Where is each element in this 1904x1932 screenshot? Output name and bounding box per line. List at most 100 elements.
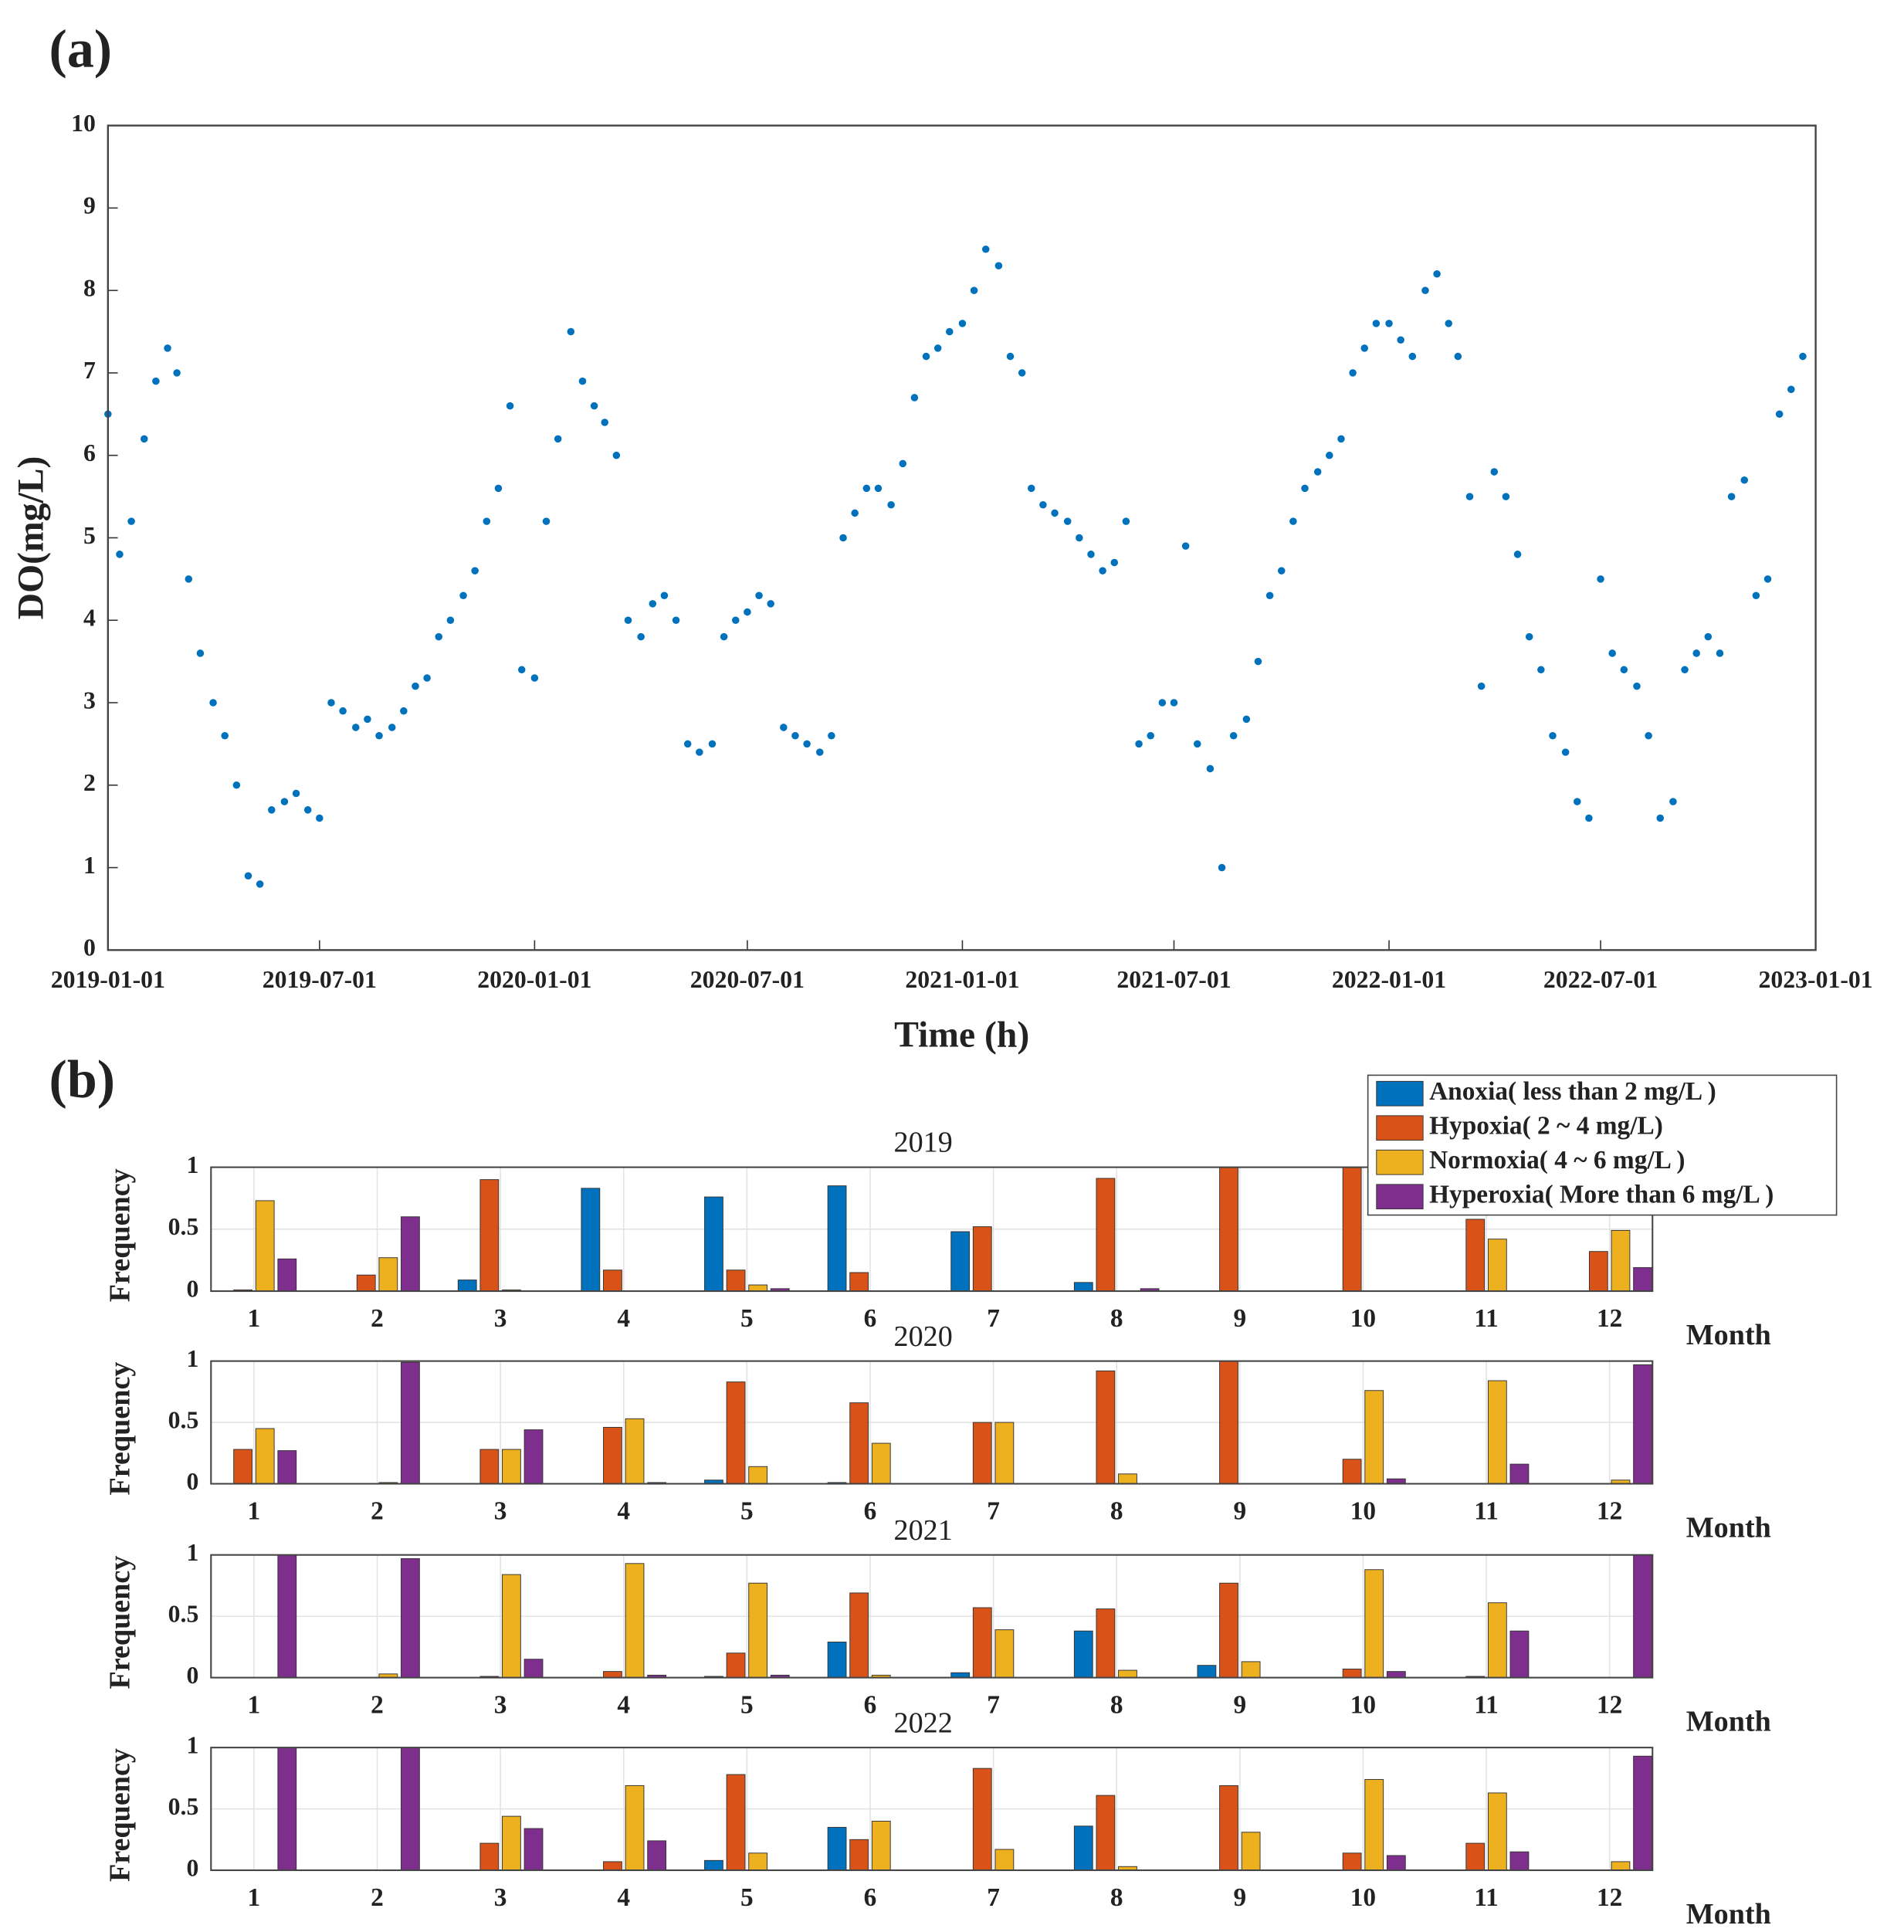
data-point: [767, 600, 774, 608]
bar: [581, 1188, 601, 1292]
data-point: [1313, 468, 1322, 476]
bar: [1073, 1630, 1093, 1679]
x-tick-label: 3: [494, 1690, 507, 1719]
bar: [603, 1671, 622, 1679]
bar: [1633, 1364, 1652, 1484]
data-point: [578, 377, 587, 385]
bar: [1487, 1239, 1507, 1292]
data-point: [1513, 551, 1522, 558]
y-axis-label: Frequency: [104, 1168, 137, 1302]
data-point: [1181, 542, 1190, 550]
x-tick-label: 2021-07-01: [1116, 966, 1231, 993]
data-point: [435, 632, 443, 641]
x-tick-label: 7: [987, 1883, 1000, 1912]
data-point: [1028, 484, 1035, 493]
data-point: [1170, 699, 1178, 707]
x-tick-label: 2020-07-01: [690, 966, 805, 993]
legend-label: Normoxia( 4 ~ 6 mg/L ): [1429, 1146, 1685, 1174]
x-tick-label: 10: [1350, 1496, 1376, 1525]
data-point: [1277, 567, 1286, 575]
bar: [401, 1361, 420, 1484]
plot-frame: [107, 124, 1817, 951]
x-tick-label: 1: [248, 1883, 261, 1912]
data-point: [446, 616, 455, 625]
bar: [1096, 1795, 1116, 1871]
bar: [994, 1422, 1015, 1484]
bar: [849, 1592, 869, 1679]
data-point: [1537, 666, 1545, 674]
data-point: [221, 731, 229, 740]
y-tick-label: 6: [83, 439, 96, 466]
bar: [748, 1582, 768, 1679]
bar: [523, 1828, 544, 1871]
bar: [1487, 1380, 1507, 1484]
bar: [1118, 1473, 1137, 1484]
x-tick-label: 5: [740, 1304, 754, 1333]
data-point: [364, 715, 371, 724]
bar: [972, 1422, 992, 1484]
x-tick-label: 4: [617, 1690, 630, 1719]
data-point: [1620, 666, 1628, 674]
data-point: [1349, 369, 1357, 377]
y-tick-label: 0: [187, 1854, 199, 1881]
data-point: [828, 731, 835, 740]
data-point: [542, 517, 551, 525]
x-tick-label: 11: [1474, 1690, 1499, 1719]
data-point: [1254, 657, 1262, 666]
bar: [401, 1747, 420, 1871]
x-tick-label: 12: [1597, 1690, 1622, 1719]
bar: [502, 1449, 521, 1484]
data-point: [1692, 649, 1700, 657]
bar: [1241, 1661, 1261, 1679]
x-tick-label: 6: [864, 1883, 877, 1912]
legend-box: [1367, 1074, 1838, 1216]
y-axis-label: DO(mg/L): [11, 456, 51, 620]
chart-title: 2022: [894, 1707, 953, 1739]
bar: [1342, 1668, 1362, 1679]
data-point: [1597, 575, 1604, 583]
data-point: [1242, 715, 1251, 724]
bar: [827, 1185, 847, 1292]
data-point: [196, 649, 205, 657]
data-point: [280, 798, 289, 805]
data-point: [1110, 558, 1119, 567]
bar: [849, 1839, 869, 1871]
bar: [1633, 1755, 1652, 1871]
x-tick-label: 11: [1474, 1496, 1499, 1525]
x-tick-label: 2023-01-01: [1758, 966, 1872, 993]
data-point: [744, 608, 751, 616]
data-point: [1063, 517, 1072, 525]
x-tick-label: 2021-01-01: [905, 966, 1019, 993]
x-tick-label: 12: [1597, 1304, 1622, 1333]
data-point: [637, 632, 645, 641]
data-point: [1465, 493, 1474, 500]
data-point: [517, 666, 526, 674]
bar: [255, 1200, 275, 1292]
data-point: [851, 509, 859, 517]
data-point: [316, 814, 324, 822]
data-point: [152, 377, 160, 385]
y-tick-label: 10: [71, 110, 96, 137]
x-tick-label: 2: [371, 1690, 384, 1719]
x-axis-label: Month: [1686, 1512, 1771, 1544]
bar: [1487, 1602, 1507, 1679]
y-tick-label: 0: [83, 934, 96, 961]
data-point: [400, 707, 408, 715]
data-point: [1076, 534, 1083, 542]
data-point: [1218, 863, 1226, 872]
x-tick-label: 9: [1233, 1690, 1246, 1719]
bar: [994, 1629, 1015, 1679]
bar: [972, 1607, 992, 1679]
legend-swatch: [1376, 1080, 1424, 1107]
data-point: [803, 740, 811, 748]
data-point: [910, 394, 919, 402]
legend-swatch: [1376, 1149, 1424, 1175]
bar: [1386, 1855, 1406, 1871]
data-point: [720, 632, 728, 641]
data-point: [708, 740, 717, 748]
bar: [479, 1449, 500, 1484]
y-tick-label: 9: [83, 192, 96, 219]
data-point: [1408, 352, 1417, 361]
x-tick-label: 1: [248, 1304, 261, 1333]
